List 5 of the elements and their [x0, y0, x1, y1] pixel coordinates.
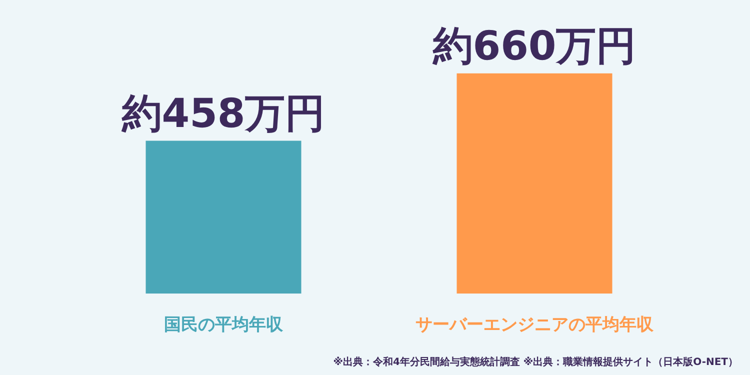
text: ※出典：令和4年分民間給与実態統計調査 ※出典：職業情報提供サイト（日本版O-NET）	[333, 355, 738, 369]
x-tick-label: サーバーエンジニアの平均年収	[416, 315, 654, 336]
data-label: 約458万円	[120, 91, 326, 138]
data-label: 約660万円	[432, 24, 636, 70]
x-tick-label: 国民の平均年収	[164, 315, 284, 336]
